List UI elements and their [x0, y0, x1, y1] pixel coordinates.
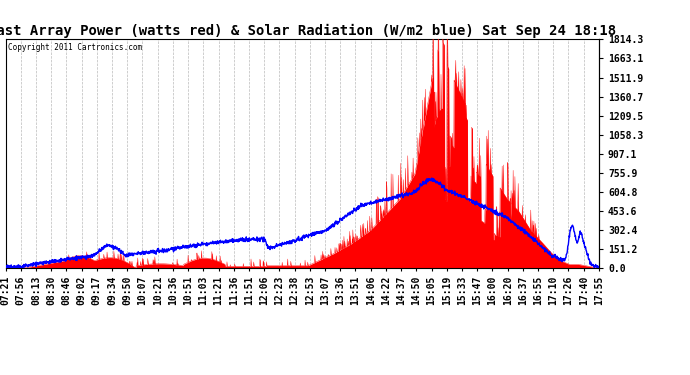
Title: East Array Power (watts red) & Solar Radiation (W/m2 blue) Sat Sep 24 18:18: East Array Power (watts red) & Solar Rad…	[0, 24, 616, 38]
Text: Copyright 2011 Cartronics.com: Copyright 2011 Cartronics.com	[8, 43, 143, 52]
